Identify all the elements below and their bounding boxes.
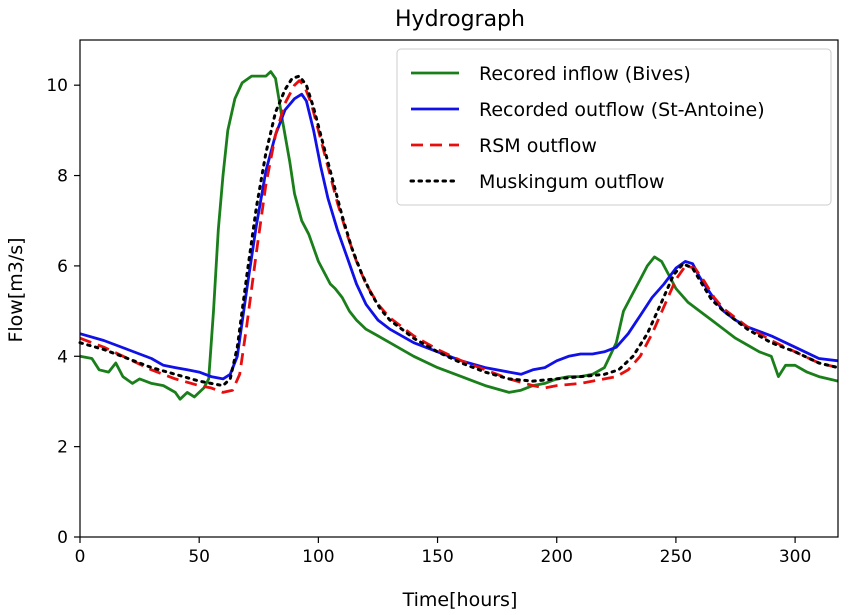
legend-label: Recored inflow (Bives) [479,63,691,85]
x-tick-label: 0 [75,547,86,567]
x-axis: 0 50 100 150 200 250 300 [75,537,811,567]
y-tick-label: 6 [57,257,68,277]
x-axis-title: Time[hours] [402,589,518,611]
plot-lines [78,70,840,401]
y-tick-label: 4 [57,347,68,367]
legend-label: Muskingum outflow [479,171,665,193]
series-line-2 [79,92,839,381]
y-tick-label: 8 [57,167,68,187]
x-tick-label: 250 [660,547,692,567]
legend-label: RSM outflow [479,135,597,157]
x-tick-label: 200 [541,547,573,567]
x-tick-label: 150 [421,547,453,567]
y-axis-title: Flow[m3/s] [5,237,27,342]
series-line-1 [79,70,839,401]
legend-box [396,48,832,206]
series-line-4 [78,74,840,388]
legend: Recored inflow (Bives) Recorded outflow (… [396,48,832,206]
legend-items: Recored inflow (Bives) Recorded outflow (… [409,63,765,193]
x-tick-label: 50 [188,547,210,567]
plot-frame [79,39,839,538]
chart-title: Hydrograph [395,7,525,32]
y-tick-label: 0 [57,528,68,548]
x-tick-label: 300 [779,547,811,567]
y-tick-label: 10 [46,76,68,96]
y-axis: 0 2 4 6 8 10 [46,76,80,548]
series-line-3 [79,79,839,394]
y-tick-label: 2 [57,438,68,458]
legend-label: Recorded outflow (St-Antoine) [479,99,765,121]
x-tick-label: 100 [302,547,334,567]
